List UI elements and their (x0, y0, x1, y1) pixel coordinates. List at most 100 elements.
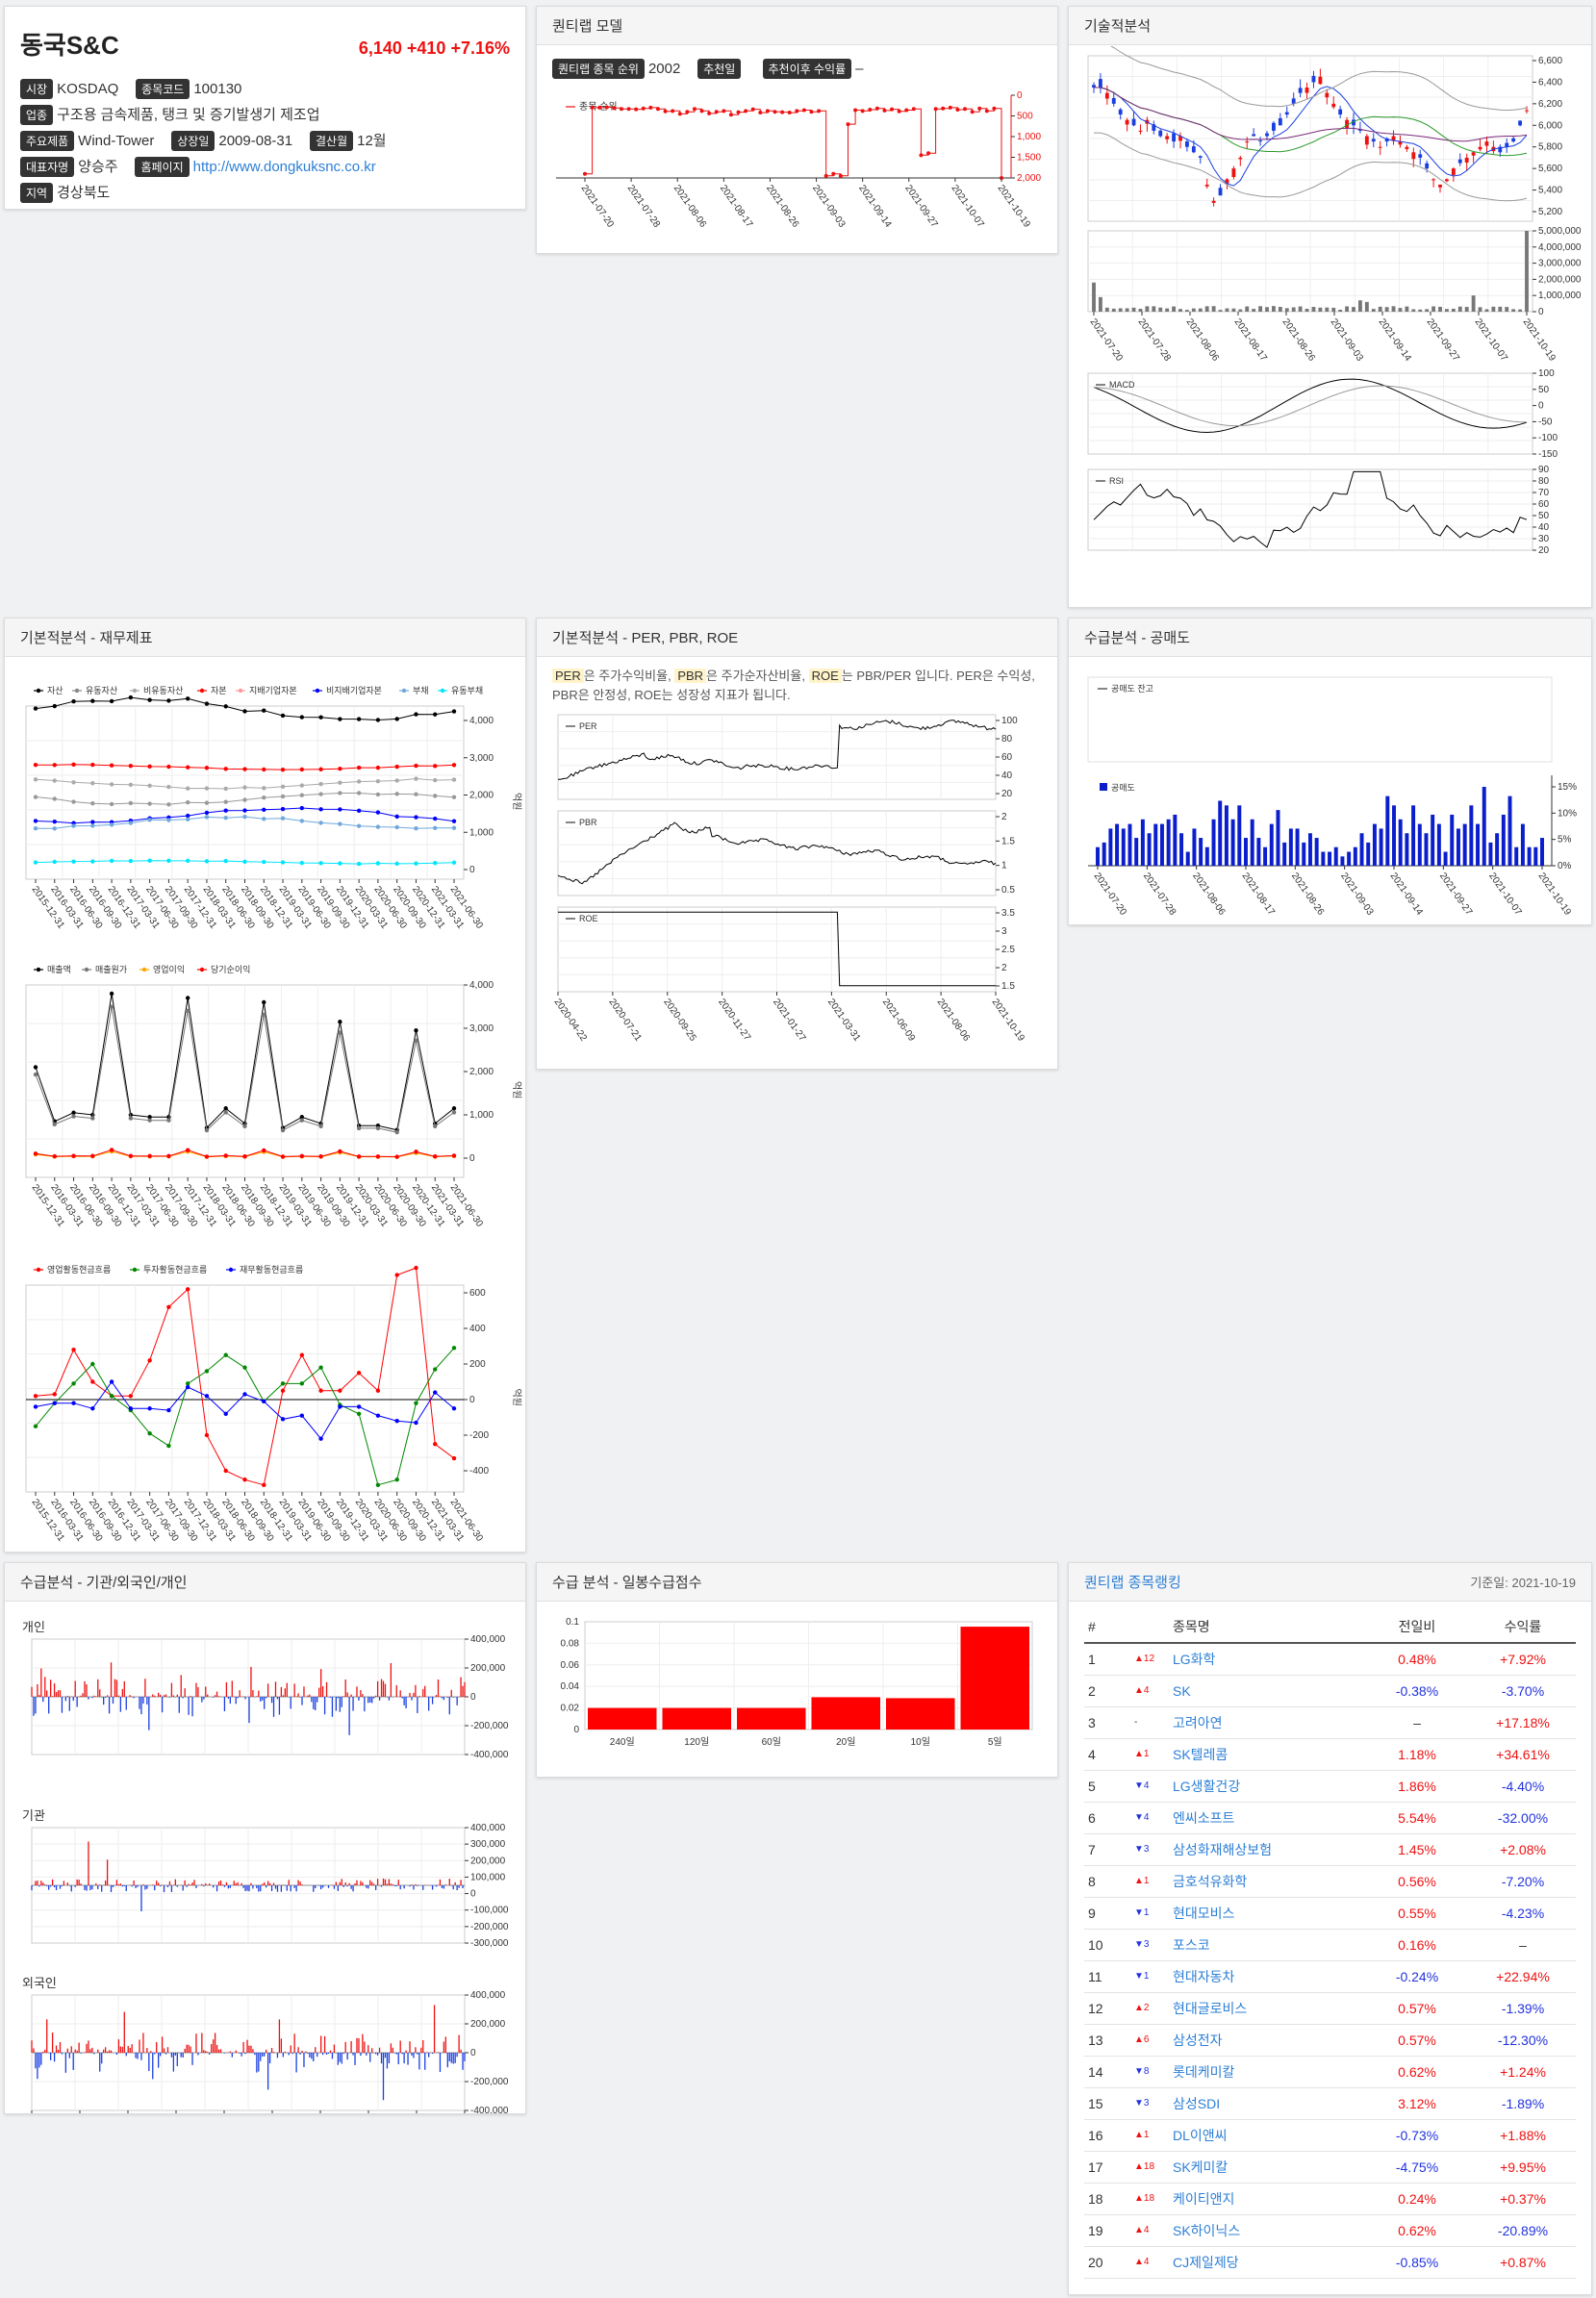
volume-bar (1338, 309, 1343, 312)
cf-point (109, 1379, 114, 1384)
legend-marker (36, 967, 41, 972)
rank-stock-name[interactable]: 현대글로비스 (1169, 1992, 1364, 2025)
ranking-row[interactable]: 2 ▲4 SK -0.38% -3.70% (1084, 1675, 1576, 1707)
rank-stock-name[interactable]: LG생활건강 (1169, 1770, 1364, 1803)
bs-point (375, 792, 381, 797)
cf-point (33, 1394, 38, 1399)
x-tick-label: 2021-09-14 (1377, 316, 1414, 364)
rank-stock-name[interactable]: 롯데케미칼 (1169, 2056, 1364, 2088)
candle-body (1271, 122, 1276, 131)
legend-label: 비지배기업자본 (326, 686, 382, 695)
cf-point (90, 1406, 95, 1411)
ranking-row[interactable]: 5 ▼4 LG생활건강 1.86% -4.40% (1084, 1770, 1576, 1803)
rank-stock-name[interactable]: SK하이닉스 (1169, 2214, 1364, 2247)
bs-point (109, 858, 114, 864)
ranking-row[interactable]: 8 ▲1 금호석유화학 0.56% -7.20% (1084, 1865, 1576, 1898)
y-tick-label: 4,000 (469, 716, 494, 726)
ranking-row[interactable]: 11 ▼1 현대자동차 -0.24% +22.94% (1084, 1960, 1576, 1993)
x-tick-label: 2021-10-07 (949, 183, 986, 230)
rank-stock-name[interactable]: SK (1169, 1675, 1364, 1707)
ranking-row[interactable]: 3- 고려아연 – +17.18% (1084, 1706, 1576, 1739)
ranking-row[interactable]: 17 ▲18 SK케미칼 -4.75% +9.95% (1084, 2151, 1576, 2184)
ranking-row[interactable]: 9 ▼1 현대모비스 0.55% -4.23% (1084, 1897, 1576, 1930)
rank-stock-name[interactable]: 포스코 (1169, 1929, 1364, 1961)
bs-point (109, 801, 114, 807)
legend-label: 비유동자산 (143, 686, 183, 695)
bs-point (166, 858, 171, 864)
rank-stock-name[interactable]: CJ제일제당 (1169, 2246, 1364, 2279)
rank-stock-name[interactable]: SK텔레콤 (1169, 1738, 1364, 1771)
ranking-row[interactable]: 19 ▲4 SK하이닉스 0.62% -20.89% (1084, 2214, 1576, 2247)
rank-stock-name[interactable]: 금호석유화학 (1169, 1865, 1364, 1898)
bs-point (128, 764, 134, 769)
short-bar (1179, 833, 1184, 866)
x-tick-label: 2020-04-22 (552, 997, 590, 1044)
volume-bar (1252, 309, 1256, 312)
rank-stock-name[interactable]: 케이티앤지 (1169, 2183, 1364, 2215)
header-return: 수익률 (1470, 1611, 1576, 1644)
x-tick-label: 2021-09-03 (1338, 871, 1376, 918)
rank-point (941, 106, 946, 111)
rank-return: -32.00% (1470, 1802, 1576, 1834)
ranking-row[interactable]: 12 ▲2 현대글로비스 0.57% -1.39% (1084, 1992, 1576, 2025)
short-bar (1211, 819, 1216, 866)
short-bar (1405, 833, 1409, 866)
y-tick-label: 300,000 (470, 1839, 506, 1850)
fundamental-card: 기본적분석 - 재무제표 자산 유동자산 비유동자산 자본 지배기업자본 비지배기업자본 부… (4, 618, 526, 1553)
rank-stock-name[interactable]: 고려아연 (1169, 1706, 1364, 1739)
x-tick-label: 2021-09-27 (1437, 871, 1475, 918)
rank-stock-name[interactable]: DL이앤씨 (1169, 2119, 1364, 2152)
x-tick-label: 240일 (610, 1736, 635, 1748)
rank-point (780, 110, 785, 114)
rank-stock-name[interactable]: SK케미칼 (1169, 2151, 1364, 2184)
rank-point (736, 110, 741, 114)
ranking-row[interactable]: 7 ▼3 삼성화재해상보험 1.45% +2.08% (1084, 1833, 1576, 1866)
ranking-row[interactable]: 1 ▲12 LG화학 0.48% +7.92% (1084, 1643, 1576, 1676)
ranking-title[interactable]: 퀀티랩 종목랭킹 (1084, 1575, 1181, 1591)
ranking-row[interactable]: 10 ▼3 포스코 0.16% – (1084, 1929, 1576, 1961)
y-tick-label: 60 (1538, 499, 1550, 510)
bs-point (451, 777, 457, 782)
y-tick-label: 0 (470, 2048, 476, 2058)
rank-day-change: 1.18% (1364, 1738, 1470, 1771)
ranking-row[interactable]: 15 ▼3 삼성SDI 3.12% -1.89% (1084, 2087, 1576, 2120)
ranking-row[interactable]: 13 ▲6 삼성전자 0.57% -12.30% (1084, 2024, 1576, 2057)
cf-point (223, 1411, 228, 1416)
homepage-link[interactable]: http://www.dongkuksnc.co.kr (192, 159, 376, 175)
rank-point (604, 105, 609, 110)
ranking-row[interactable]: 16 ▲1 DL이앤씨 -0.73% +1.88% (1084, 2119, 1576, 2152)
short-bar (1108, 828, 1113, 866)
rank-stock-name[interactable]: 삼성SDI (1169, 2087, 1364, 2120)
short-bar (1527, 846, 1532, 866)
candle-body (1391, 136, 1396, 141)
rank-point (744, 109, 748, 114)
rank-stock-name[interactable]: 삼성전자 (1169, 2024, 1364, 2057)
ranking-row[interactable]: 20 ▲4 CJ제일제당 -0.85% +0.87% (1084, 2246, 1576, 2279)
bs-point (262, 767, 266, 772)
rank-point (831, 171, 836, 176)
rank-move: ▲4 (1130, 1675, 1169, 1707)
x-tick-label: 2021-10-07 (1473, 316, 1510, 364)
is-point (128, 1116, 134, 1121)
rank-stock-name[interactable]: 삼성화재해상보험 (1169, 1833, 1364, 1866)
y-tick-label: 5% (1558, 835, 1572, 846)
legend-label: 매출액 (47, 964, 71, 974)
ranking-row[interactable]: 4 ▲1 SK텔레콤 1.18% +34.61% (1084, 1738, 1576, 1771)
card-header: 기본적분석 - 재무제표 (5, 619, 525, 657)
rank-stock-name[interactable]: 엔씨소프트 (1169, 1802, 1364, 1834)
rank-point (970, 110, 975, 114)
rank-stock-name[interactable]: LG화학 (1169, 1643, 1364, 1676)
ranking-row[interactable]: 6 ▼4 엔씨소프트 5.54% -32.00% (1084, 1802, 1576, 1834)
ranking-row[interactable]: 18 ▲18 케이티앤지 0.24% +0.37% (1084, 2183, 1576, 2215)
y-tick-label: -50 (1538, 417, 1553, 427)
y-tick-label: 2 (1001, 812, 1007, 822)
bs-point (90, 762, 95, 768)
is-point (280, 1127, 286, 1133)
candle-body (1204, 184, 1209, 187)
rank-stock-name[interactable]: 현대모비스 (1169, 1897, 1364, 1930)
rank-point (868, 108, 873, 113)
ranking-row[interactable]: 14 ▼8 롯데케미칼 0.62% +1.24% (1084, 2056, 1576, 2088)
bs-point (280, 767, 286, 772)
label-region: 지역 (20, 183, 54, 203)
rank-stock-name[interactable]: 현대자동차 (1169, 1960, 1364, 1993)
